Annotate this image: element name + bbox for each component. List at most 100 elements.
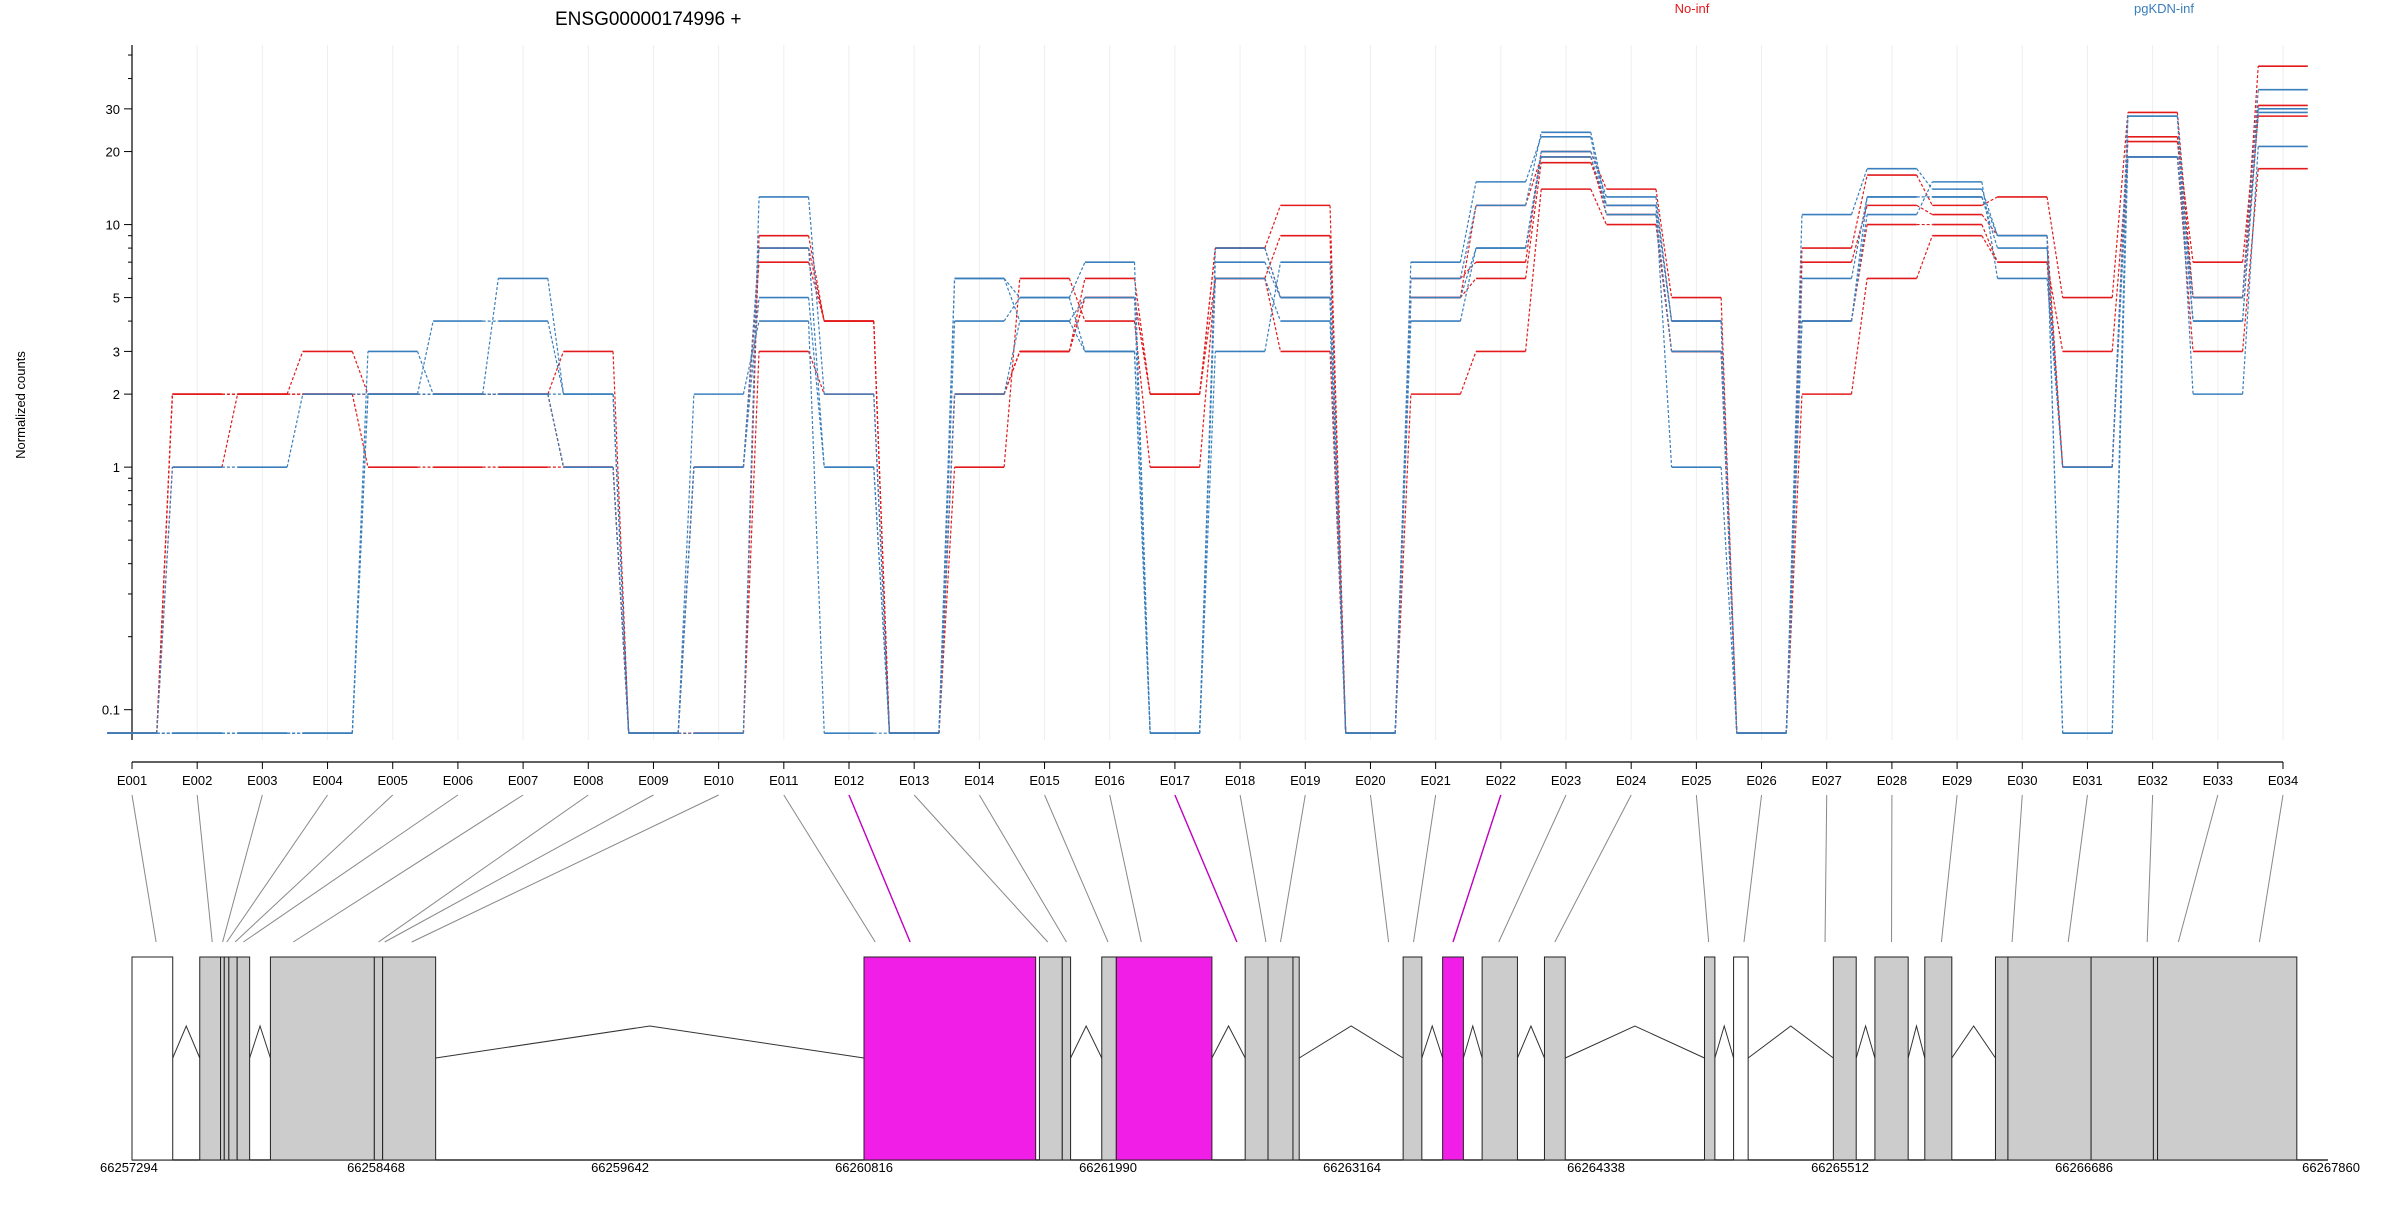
series-connector [548,321,564,394]
exon-connector-lines [132,795,2283,942]
intron-line [1748,1026,1833,1058]
exon-connector [1941,795,1957,942]
series-connector [743,351,759,733]
exon-block [1704,957,1714,1160]
exon-block [383,957,436,1160]
exon-connector [914,795,1048,942]
series-connector [613,467,629,733]
series-connector [1851,197,1867,321]
series-connector [743,321,759,394]
x-tick-label: E011 [769,773,798,788]
exon-connector [1825,795,1827,942]
series-No-inf [107,66,2308,733]
x-tick-label: E026 [1746,773,1776,788]
series-connector [548,394,564,467]
series-pgKDN-inf [107,109,2308,733]
x-tick-label: E017 [1160,773,1190,788]
genomic-coordinate-label: 66258468 [347,1160,405,1175]
genomic-coordinate-label: 66260816 [835,1160,893,1175]
series-connector [1330,298,1346,734]
exon-block [1443,957,1464,1160]
x-tick-label: E016 [1095,773,1125,788]
series-connector [222,394,238,467]
genomic-coordinate-label: 66266686 [2055,1160,2113,1175]
chart-title: ENSG00000174996 + [555,9,741,30]
exon-connector [2147,795,2152,942]
x-tick-label: E009 [638,773,668,788]
exon-connector [1555,795,1631,942]
series-connector [2177,112,2193,297]
x-tick-label: E004 [312,773,342,788]
y-tick-label: 2 [113,387,120,402]
exon-block [1482,957,1517,1160]
exon-block [1293,957,1299,1160]
series-connector [2177,157,2193,321]
intron-line [1071,1026,1102,1058]
exon-connector [2178,795,2217,942]
x-tick-label: E005 [378,773,408,788]
exon-block [229,957,237,1160]
exon-block [864,957,1036,1160]
series-connector [157,467,173,733]
series-connector [678,394,694,733]
exon-connector [2012,795,2022,942]
genomic-coordinate-label: 66263164 [1323,1160,1381,1175]
exon-block [237,957,249,1160]
intron-line [1565,1026,1704,1058]
series-connector [2243,112,2259,321]
genomic-coordinate-label: 66264338 [1567,1160,1625,1175]
exon-connector [197,795,212,942]
series-connector [1786,321,1802,733]
y-tick-label: 20 [106,145,120,160]
series-connector [1460,248,1476,298]
x-tick-label: E024 [1616,773,1646,788]
series-connector [1460,248,1476,321]
x-tick-label: E019 [1290,773,1320,788]
exon-block [224,957,229,1160]
exon-block [1062,957,1070,1160]
exon-connector [1499,795,1566,942]
exon-block [1925,957,1952,1160]
series-connector [1526,137,1542,182]
series-connector [287,394,303,467]
x-tick-label: E028 [1877,773,1907,788]
series-No-inf [107,105,2308,733]
exon-block [1734,957,1749,1160]
x-tick-label: E015 [1029,773,1059,788]
x-tick-label: E013 [899,773,929,788]
x-tick-label: E018 [1225,773,1255,788]
exon-connector [1453,795,1501,942]
exon-connector [979,795,1066,942]
series-connector [743,236,759,734]
series-connector [1004,321,1020,394]
intron-line [1715,1026,1734,1058]
exon-connector [1175,795,1237,942]
exon-connector [1370,795,1388,942]
intron-line [1908,1026,1925,1058]
y-tick-label: 5 [113,291,120,306]
intron-line [1299,1026,1403,1058]
intron-line [1517,1026,1544,1058]
exon-block [1833,957,1856,1160]
exon-connector [784,795,875,942]
exon-connector [2068,795,2087,942]
series-connector [287,351,303,394]
x-tick-label: E032 [2137,773,2167,788]
series-connector [1917,175,1933,205]
series-connector [483,278,499,394]
series-connector [2047,197,2063,298]
exon-block [1544,957,1565,1160]
intron-line [1422,1026,1443,1058]
series-connector [1069,262,1085,297]
series-No-inf [107,116,2308,733]
series-connector [1786,278,1802,733]
series-pgKDN-inf [107,116,2308,733]
intron-line [1856,1026,1875,1058]
x-tick-label: E027 [1812,773,1842,788]
series-connector [1004,278,1020,297]
exon-connector [1045,795,1108,942]
intron-line [1212,1026,1245,1058]
series-lines [107,66,2308,733]
